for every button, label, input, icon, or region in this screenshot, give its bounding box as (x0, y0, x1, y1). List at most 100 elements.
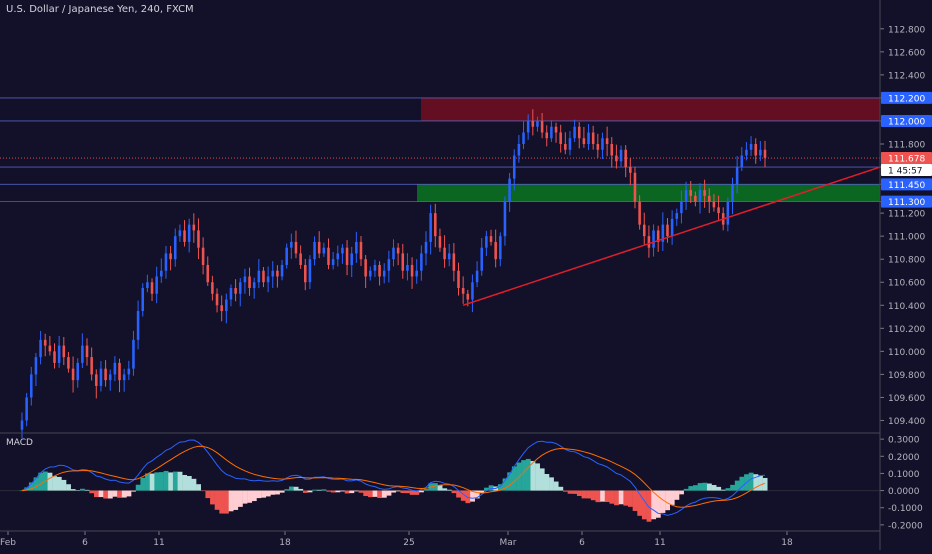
macd-histogram-bar (168, 472, 174, 491)
macd-histogram-bar (293, 486, 299, 491)
macd-histogram-bar (340, 490, 345, 492)
macd-histogram-bar (242, 490, 248, 504)
candle-body (731, 184, 734, 202)
macd-tick-label: 0.3000 (888, 436, 920, 446)
macd-histogram-bar (502, 478, 508, 491)
time-tick-label: 11 (153, 538, 164, 548)
price-tick-label: 111.000 (888, 233, 925, 243)
candle-body (517, 144, 521, 156)
macd-histogram-bar (28, 482, 34, 491)
macd-histogram-bar (228, 490, 234, 512)
candle-body (234, 288, 237, 294)
price-axis[interactable]: 112.800 112.600 112.400 111.800 111.200 111.0… (880, 25, 932, 531)
candle-body (25, 397, 28, 421)
macd-histogram-bar (66, 484, 71, 491)
macd-histogram-bar (107, 490, 113, 499)
candle-body (406, 264, 409, 271)
candle-body (540, 120, 544, 133)
macd-histogram-bar (149, 473, 155, 491)
candle-body (605, 138, 609, 144)
macd-histogram-bar (377, 490, 383, 499)
candle-body (587, 132, 590, 144)
candle-body (434, 213, 437, 237)
candle-body (536, 120, 539, 127)
candle-body (285, 247, 288, 265)
time-tick-label: 6 (579, 538, 585, 548)
macd-histogram-bar (697, 483, 703, 491)
level-tag-label: 112.000 (888, 117, 925, 127)
chart-title: U.S. Dollar / Japanese Yen, 240, FXCM (6, 4, 194, 15)
macd-histogram-bar (604, 490, 610, 503)
candle-body (429, 213, 432, 242)
macd-histogram-bar (460, 490, 466, 501)
macd-histogram-bar (706, 483, 712, 491)
macd-histogram-bar (442, 488, 448, 491)
candle-body (276, 270, 279, 277)
candle-body (299, 253, 302, 265)
candle-body (369, 270, 372, 277)
candle-body (624, 149, 627, 168)
candle-body (118, 362, 121, 381)
macd-histogram-bar (762, 477, 768, 491)
last-price-tag-label: 111.678 (888, 155, 925, 165)
macd-histogram-bar (470, 490, 475, 502)
candle-body (81, 345, 84, 363)
macd-histogram-bar (446, 489, 452, 491)
macd-histogram-bar (600, 490, 605, 502)
candle-body (308, 259, 312, 283)
macd-histogram-bar (298, 488, 304, 491)
candle-body (122, 374, 126, 381)
candle-body (359, 241, 363, 260)
candle-body (197, 230, 200, 248)
macd-histogram-bar (289, 486, 294, 491)
candle-body (327, 247, 330, 265)
macd-histogram-bar (683, 488, 689, 491)
macd-histogram-bar (711, 485, 717, 491)
macd-histogram-bar (623, 490, 629, 506)
macd-histogram-bar (660, 490, 666, 513)
candle-body (62, 345, 66, 358)
candle-body (113, 362, 117, 375)
macd-histogram-bar (609, 490, 615, 504)
macd-histogram-bar (330, 490, 336, 493)
candle-body (317, 241, 321, 254)
macd-histogram-bar (367, 490, 373, 498)
candle-body (480, 247, 484, 271)
candle-body (689, 190, 692, 196)
macd-histogram-bar (405, 490, 410, 494)
candle-body (160, 270, 163, 277)
candle-body (680, 201, 683, 214)
macd-histogram-bar (702, 482, 708, 491)
candle-body (396, 247, 400, 254)
macd-histogram-bar (302, 490, 308, 493)
macd-histogram-bar (33, 477, 39, 491)
macd-tick-label: -0.1000 (888, 504, 923, 514)
candle-body (95, 374, 98, 386)
candle-body (53, 351, 56, 363)
countdown-tag-label: 1 45:57 (888, 167, 923, 177)
candle-body (364, 259, 367, 277)
candle-body (712, 201, 716, 208)
macd-histogram-bar (80, 488, 85, 491)
macd-histogram-bar (576, 490, 582, 496)
macd-histogram-bar (739, 476, 745, 491)
candle-body (485, 236, 488, 248)
candle-body (564, 144, 567, 150)
candle-body (392, 247, 395, 260)
macd-histogram-bar (530, 460, 536, 491)
candle-body (220, 305, 223, 312)
candle-body (545, 132, 549, 139)
macd-histogram-bar (488, 485, 494, 491)
candle-body (345, 247, 349, 265)
macd-histogram-bar (474, 490, 480, 499)
candle-body (707, 195, 711, 202)
time-axis[interactable]: Feb 6 11 18 25 Mar 6 11 18 (0, 531, 793, 548)
macd-tick-label: 0.0000 (888, 487, 920, 497)
candle-body (48, 345, 52, 352)
candle-body (313, 241, 316, 260)
macd-histogram-bar (349, 490, 355, 494)
macd-tick-label: -0.2000 (888, 521, 923, 531)
candle-body (341, 247, 344, 254)
price-tick-label: 110.600 (888, 279, 925, 289)
